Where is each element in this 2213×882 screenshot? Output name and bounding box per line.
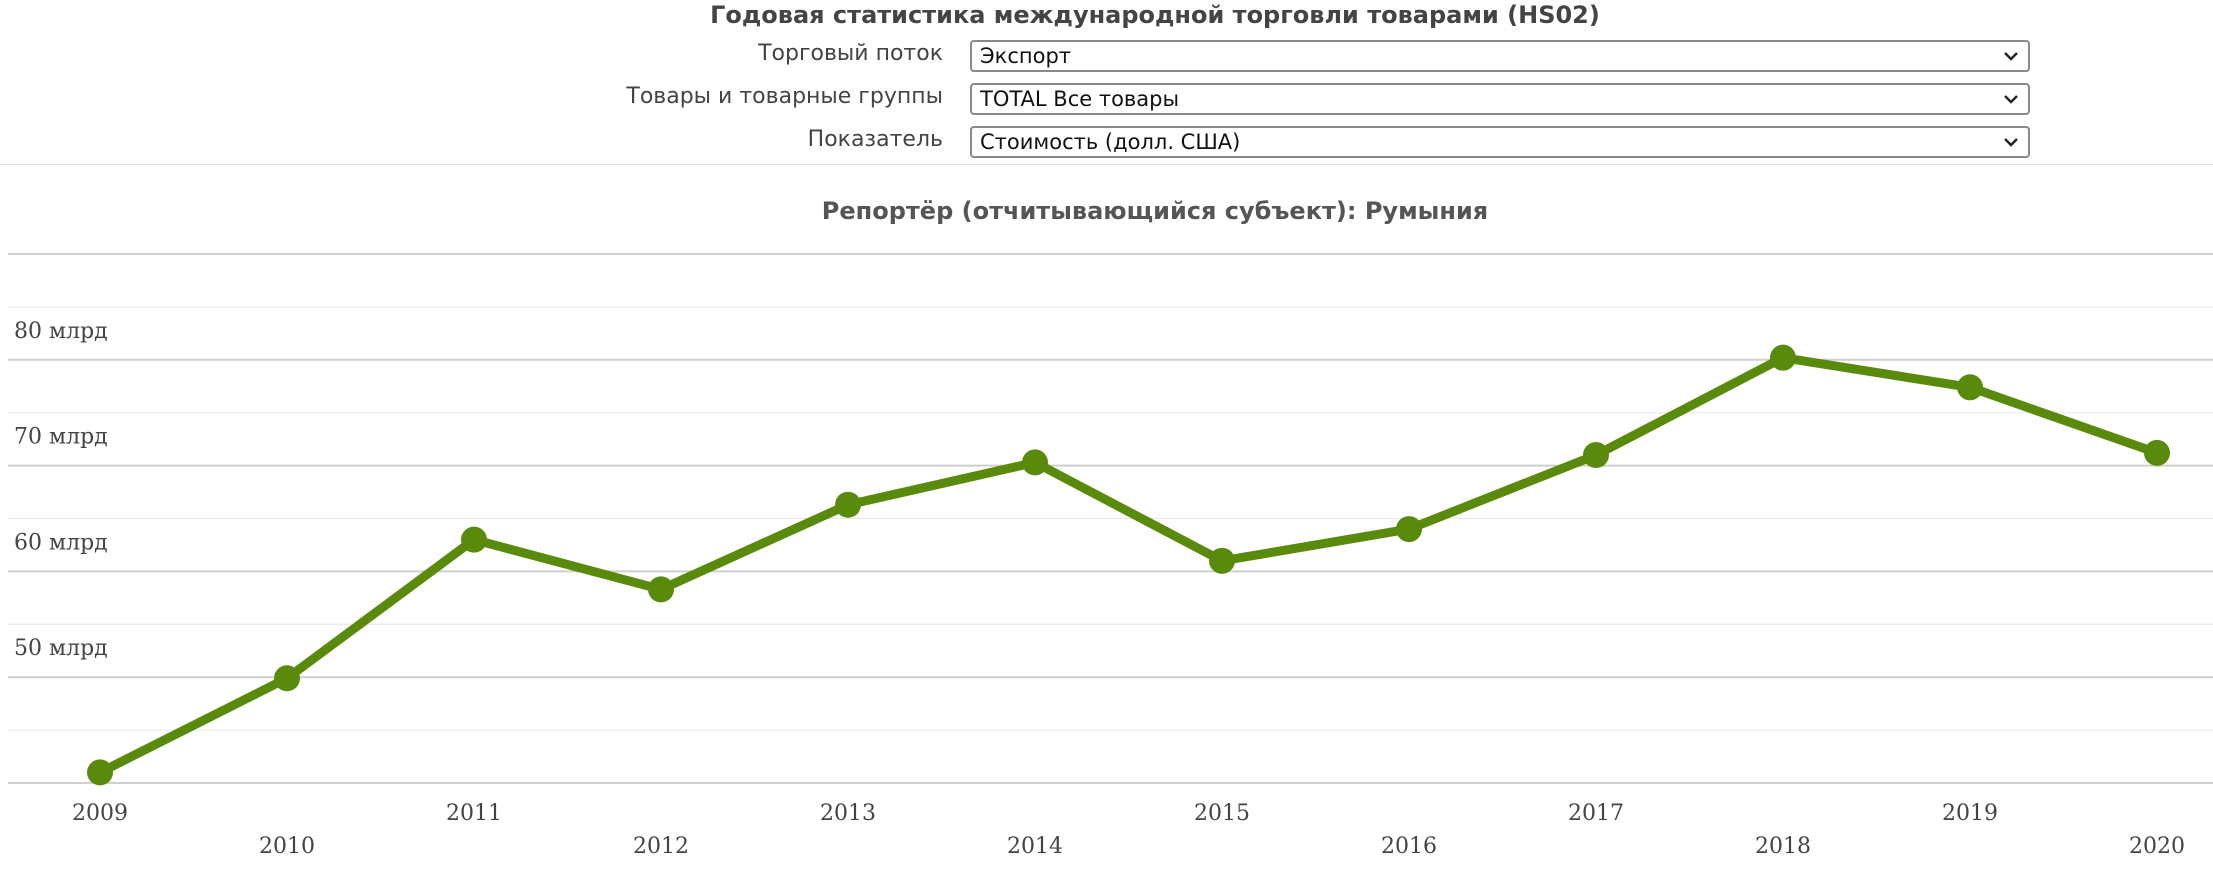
x-tick-label: 2018 xyxy=(1755,834,1811,859)
trade-flow-select[interactable]: Экспорт xyxy=(970,40,2030,72)
x-tick-label: 2019 xyxy=(1942,801,1998,826)
data-point xyxy=(2144,439,2170,466)
indicator-label: Показатель xyxy=(807,127,943,152)
commodity-label: Товары и товарные группы xyxy=(626,84,943,109)
series-layer xyxy=(87,344,2170,786)
y-tick-label: 50 млрд xyxy=(14,636,108,661)
y-tick-label: 70 млрд xyxy=(14,425,108,450)
trade-flow-value: Экспорт xyxy=(980,44,1072,68)
commodity-value: TOTAL Все товары xyxy=(980,87,1180,111)
x-tick-label: 2016 xyxy=(1381,834,1437,859)
data-point xyxy=(648,576,674,603)
x-tick-label: 2014 xyxy=(1007,834,1063,859)
page-title: Годовая статистика международной торговл… xyxy=(710,1,1600,29)
trade-flow-label: Торговый поток xyxy=(758,41,943,66)
x-tick-label: 2013 xyxy=(820,801,876,826)
commodity-select[interactable]: TOTAL Все товары xyxy=(970,83,2030,115)
section-divider xyxy=(0,164,2213,165)
x-axis-ticks: 2009 2010 2011 2012 2013 2014 2015 2016 2017 2018… xyxy=(72,801,2185,859)
data-point xyxy=(1583,442,1609,469)
x-tick-label: 2020 xyxy=(2129,834,2185,859)
filter-row-commodity: Товары и товарные группы TOTAL Все товар… xyxy=(0,79,2213,115)
data-point xyxy=(1022,449,1048,476)
series-line xyxy=(95,353,2162,777)
chart-title: Репортёр (отчитывающийся субъект): Румын… xyxy=(821,197,1489,225)
x-tick-label: 2015 xyxy=(1194,801,1250,826)
x-tick-label: 2017 xyxy=(1568,801,1624,826)
y-tick-label: 60 млрд xyxy=(14,530,108,555)
data-point xyxy=(1209,547,1235,574)
chevron-down-icon xyxy=(2004,52,2018,61)
data-point xyxy=(87,759,113,786)
data-point xyxy=(1957,374,1983,401)
indicator-value: Стоимость (долл. США) xyxy=(980,130,1241,154)
x-tick-label: 2011 xyxy=(446,801,502,826)
x-tick-label: 2010 xyxy=(259,834,315,859)
data-point xyxy=(835,491,861,518)
data-point xyxy=(1770,344,1796,371)
chevron-down-icon xyxy=(2004,138,2018,147)
chevron-down-icon xyxy=(2004,95,2018,104)
x-tick-label: 2009 xyxy=(72,801,128,826)
data-point xyxy=(274,665,300,692)
grid-layer xyxy=(8,253,2213,784)
filter-row-indicator: Показатель Стоимость (долл. США) xyxy=(0,122,2213,158)
filter-row-trade-flow: Торговый поток Экспорт xyxy=(0,36,2213,72)
data-point xyxy=(461,526,487,553)
x-tick-label: 2012 xyxy=(633,834,689,859)
indicator-select[interactable]: Стоимость (долл. США) xyxy=(970,126,2030,158)
y-tick-label: 80 млрд xyxy=(14,319,108,344)
data-point xyxy=(1396,516,1422,543)
